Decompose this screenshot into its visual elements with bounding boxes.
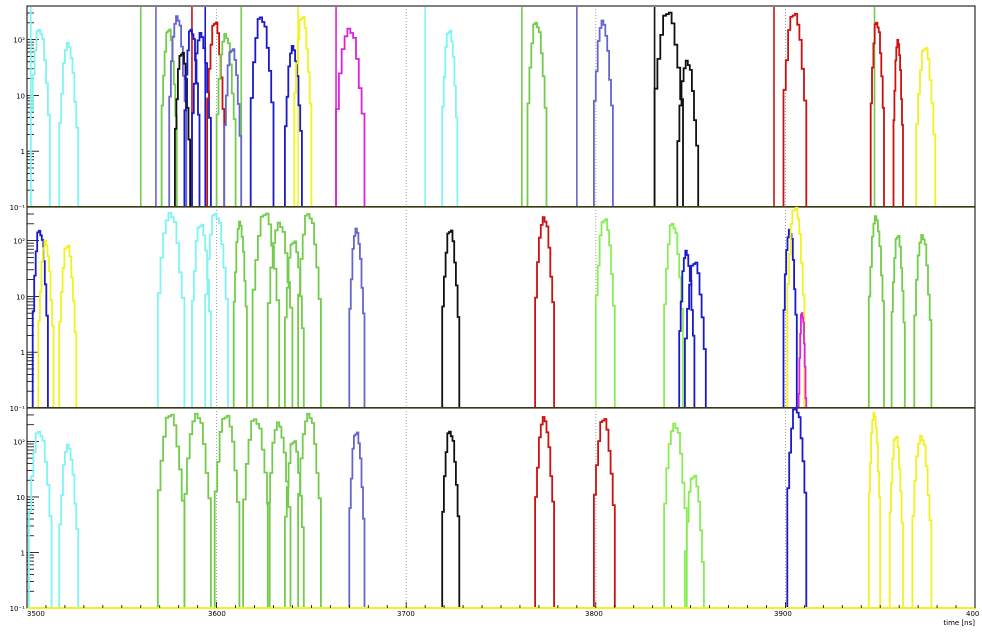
pulse-series: [156, 211, 186, 408]
pulse-series: [348, 431, 366, 608]
pulse-series: [174, 51, 191, 207]
panel-3: 10² 10 1 10⁻¹: [10, 407, 976, 613]
y-tick-label: 10²: [13, 37, 25, 45]
pulse-series: [168, 15, 188, 207]
x-axis: 3500 3600 3700 3800 3900 400 time [ns]: [26, 602, 979, 627]
pulse-series: [215, 33, 237, 207]
pulse-series: [594, 218, 616, 408]
y-tick-label: 10²: [13, 438, 25, 446]
pulse-series: [782, 12, 808, 207]
pulse-series: [663, 422, 688, 608]
pulse-series: [534, 416, 555, 608]
pulse-series: [284, 240, 305, 408]
pulse-series: [797, 312, 808, 408]
panel-2: 10² 10 1 10⁻¹: [10, 206, 976, 413]
x-tick-label: 400: [966, 610, 979, 618]
pulse-series: [284, 45, 303, 207]
pulse-series: [293, 16, 313, 207]
pulse-series: [888, 435, 904, 608]
pulse-series: [58, 41, 80, 207]
pulse-series: [684, 474, 705, 608]
y-tick-label: 1: [21, 549, 25, 557]
pulse-series: [266, 421, 292, 608]
panel-frame: [26, 206, 976, 409]
panels-group: 10² 10 1 10⁻¹ 10² 10 1 10⁻¹ 10² 10 1 10⁻¹: [10, 5, 976, 613]
pulse-series: [441, 29, 459, 207]
pulse-series: [913, 234, 933, 408]
pulse-series: [593, 19, 614, 207]
pulse-series: [534, 216, 555, 408]
pulse-series: [251, 212, 281, 408]
y-tick-label: 10⁻¹: [10, 605, 26, 613]
pulse-series: [297, 213, 322, 408]
pulse-series: [249, 16, 275, 207]
pulse-series: [183, 28, 201, 207]
pulse-series: [653, 11, 684, 207]
pulse-series: [867, 411, 882, 608]
x-axis-title: time [ns]: [943, 619, 975, 627]
pulse-series: [242, 418, 271, 608]
pulse-series: [58, 443, 80, 608]
pulse-series: [284, 440, 305, 608]
x-tick-label: 3600: [208, 610, 226, 618]
y-tick-label: 10: [16, 293, 25, 301]
pulse-series: [28, 430, 53, 608]
pulse-series: [593, 418, 616, 608]
pulse-series: [911, 435, 933, 608]
x-tick-label: 3900: [774, 610, 792, 618]
y-tick-label: 10⁻¹: [10, 204, 26, 212]
y-tick-label: 10: [16, 92, 25, 100]
pulse-series: [786, 407, 808, 608]
x-tick-label: 3800: [585, 610, 603, 618]
pulse-series: [441, 229, 461, 408]
pulse-series: [213, 414, 241, 608]
x-tick-label: 3500: [27, 610, 45, 618]
pulse-series: [676, 59, 700, 207]
pulse-series: [297, 412, 322, 608]
pulse-series: [183, 412, 212, 608]
pulse-series: [160, 28, 178, 207]
panel-frame: [26, 407, 976, 609]
pulse-series: [892, 38, 904, 207]
pulse-series: [37, 239, 55, 408]
panel-1: 10² 10 1 10⁻¹: [10, 5, 976, 212]
pulse-series: [441, 430, 461, 608]
pulse-series: [867, 215, 885, 408]
pulse-series: [684, 261, 707, 408]
pulse-series: [869, 21, 885, 207]
pulse-series: [915, 47, 937, 207]
y-tick-label: 10²: [13, 238, 25, 246]
pulse-series: [335, 27, 366, 207]
pulse-series: [29, 28, 51, 207]
pulse-series: [786, 206, 806, 408]
y-tick-label: 10⁻¹: [10, 405, 26, 413]
pulse-series: [223, 48, 243, 207]
pulse-series: [31, 229, 49, 408]
pulse-series: [678, 249, 696, 408]
pulse-series: [890, 235, 906, 408]
y-tick-label: 10: [16, 494, 25, 502]
pulse-series: [206, 21, 226, 207]
pulse-series: [526, 21, 548, 207]
pulse-series: [156, 413, 186, 608]
x-tick-label: 3700: [397, 610, 415, 618]
pulse-series: [58, 244, 78, 408]
pulse-series: [348, 227, 366, 408]
pulse-series: [232, 220, 248, 408]
pulse-series: [663, 222, 684, 408]
y-tick-label: 1: [21, 349, 25, 357]
pulse-series: [204, 213, 229, 408]
y-tick-label: 1: [21, 148, 25, 156]
